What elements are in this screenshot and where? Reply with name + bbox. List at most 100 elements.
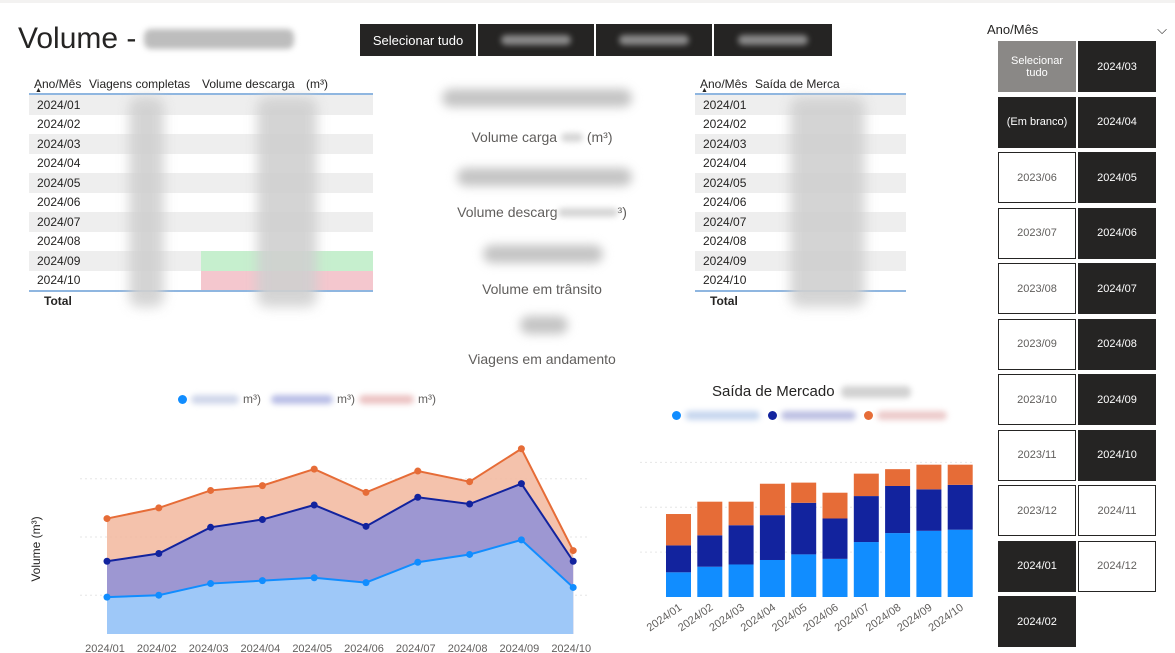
slicer-tile-label: 2023/09 (1017, 338, 1057, 350)
bar-segment-series-2 (791, 482, 817, 503)
select-all-button[interactable]: Selecionar tudo (360, 24, 478, 56)
kpi-transito-label: Volume em trânsito (422, 281, 662, 297)
table-header: Ano/Mês Saída de Merca ▲ (695, 75, 906, 95)
right-table: Ano/Mês Saída de Merca ▲ 2024/01 2024/02 2… (695, 75, 906, 310)
bar-segment-series-0 (697, 566, 723, 597)
x-tick-label: 2024/06 (801, 602, 840, 635)
slicer-tile[interactable]: 2023/08 (998, 263, 1076, 314)
redacted-legend-text (191, 394, 239, 404)
bar-segment-series-2 (697, 501, 723, 536)
slicer-tile[interactable]: 2023/07 (998, 207, 1076, 259)
bar-segment-series-1 (697, 535, 723, 567)
slicer-tile[interactable]: 2024/06 (1078, 207, 1156, 259)
top-slicer-option-1[interactable] (478, 24, 596, 56)
bar-segment-series-2 (853, 473, 879, 497)
chevron-down-icon[interactable]: ⌵ (1157, 22, 1167, 37)
table-row: 2024/07 (29, 212, 373, 232)
redacted-legend-text (781, 411, 856, 420)
row-month: 2024/01 (37, 97, 81, 112)
slicer-tile[interactable]: 2024/10 (1078, 429, 1156, 481)
data-point (569, 557, 577, 565)
kpi-transito-value (483, 245, 603, 263)
data-point (466, 478, 474, 486)
x-tick-label: 2024/05 (292, 643, 332, 653)
kpi-carga-label: Volume carga (m³) (422, 129, 662, 145)
row-month: 2024/10 (37, 273, 81, 288)
slicer-tile[interactable]: 2023/06 (998, 152, 1076, 203)
col-header-volume-descarga[interactable]: Volume descarga (202, 77, 295, 91)
top-slicer-option-2[interactable] (596, 24, 714, 56)
row-month: 2024/08 (37, 234, 81, 249)
x-tick-label: 2024/10 (926, 602, 965, 635)
bar-segment-series-1 (666, 545, 691, 573)
data-point (362, 579, 370, 587)
page-title-text: Volume - (18, 22, 137, 55)
kpi-descarga-label: Volume descarg ³) (422, 204, 662, 220)
slicer-tile[interactable]: 2023/11 (998, 429, 1076, 481)
data-point (569, 547, 577, 555)
slicer-tile[interactable]: 2023/12 (998, 485, 1076, 536)
slicer-tile[interactable]: 2023/10 (998, 374, 1076, 425)
kpi-descarga-value (457, 168, 632, 186)
slicer-tile[interactable]: (Em branco) (998, 96, 1076, 148)
kpi-andamento-label: Viagens em andamento (422, 351, 662, 367)
total-label: Total (44, 294, 72, 308)
bar-chart-title: Saída de Mercado (712, 383, 911, 400)
data-point (258, 577, 266, 585)
kpi-descarga-text: Volume descarg (457, 204, 558, 220)
data-point (310, 501, 318, 509)
slicer-tile[interactable]: 2024/03 (1078, 41, 1156, 92)
sort-ascending-icon: ▲ (35, 87, 42, 94)
row-month: 2024/06 (37, 195, 81, 210)
slicer-tile[interactable]: 2024/08 (1078, 318, 1156, 370)
redacted-column (257, 97, 317, 307)
col-header-viagens[interactable]: Viagens completas (89, 77, 191, 91)
slicer-tile-label: 2024/08 (1097, 338, 1137, 350)
top-slicer-option-3[interactable] (714, 24, 832, 56)
data-point (310, 574, 318, 582)
table-row: 2024/02 (695, 115, 906, 135)
bar-segment-series-1 (916, 489, 942, 531)
top-slicer: Selecionar tudo (360, 24, 832, 56)
slicer-tile[interactable]: 2024/09 (1078, 374, 1156, 425)
slicer-tile[interactable]: 2024/07 (1078, 263, 1156, 314)
slicer-tile-label: 2023/10 (1017, 393, 1057, 406)
data-point (414, 467, 422, 475)
legend-dot-orange (864, 411, 873, 420)
total-label: Total (710, 294, 738, 308)
line-series-1 (106, 482, 575, 563)
data-point (466, 550, 474, 558)
slicer-tile-label: 2024/06 (1097, 227, 1137, 239)
slicer-tile[interactable]: 2024/05 (1078, 152, 1156, 203)
redacted-option (619, 35, 689, 45)
bar-segment-series-0 (666, 572, 691, 597)
slicer-tile[interactable]: 2024/11 (1078, 485, 1156, 536)
slicer-tile-label: 2024/03 (1097, 60, 1137, 73)
data-point (466, 500, 474, 508)
page-title: Volume - (18, 22, 295, 56)
bar-segment-series-2 (947, 464, 973, 485)
data-point (207, 580, 215, 588)
slicer-tile[interactable]: 2024/04 (1078, 96, 1156, 148)
slicer-tile[interactable]: 2024/01 (998, 540, 1076, 592)
slicer-tile[interactable]: Selecionar tudo (998, 41, 1076, 92)
table-row: 2024/10 (695, 271, 906, 291)
slicer-tile[interactable]: 2024/12 (1078, 540, 1156, 592)
slicer-tile[interactable]: 2024/02 (998, 596, 1076, 647)
bar-segment-series-0 (853, 542, 879, 597)
redacted-column (790, 97, 865, 307)
col-header-ano-mes[interactable]: Ano/Mês (34, 77, 82, 91)
redacted-legend-text (685, 411, 760, 420)
table-row: 2024/10 (29, 271, 373, 291)
slicer-header-label: Ano/Mês (987, 22, 1039, 37)
col-header-ano-mes[interactable]: Ano/Mês (700, 77, 748, 91)
slicer-tile[interactable]: 2023/09 (998, 318, 1076, 370)
col-header-saida-mercado[interactable]: Saída de Merca (755, 77, 840, 91)
redacted-title-part (144, 29, 295, 49)
row-month: 2024/02 (37, 117, 81, 132)
table-row: 2024/03 (29, 134, 373, 154)
data-point (414, 493, 422, 501)
slicer-tile-label: 2024/11 (1097, 504, 1137, 517)
select-all-label: Selecionar tudo (372, 32, 464, 48)
kpi-transito-text: Volume em trânsito (482, 281, 602, 297)
